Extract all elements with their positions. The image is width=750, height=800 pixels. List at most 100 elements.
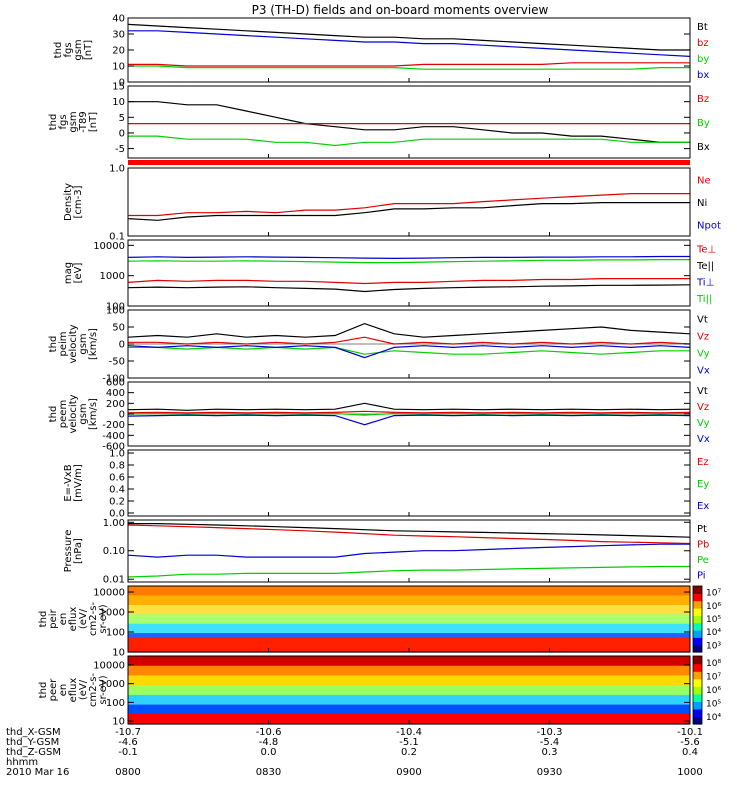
y-axis-label: [cm-3] (73, 185, 84, 218)
legend-entry: Pt (697, 524, 707, 535)
y-tick-label: -600 (102, 442, 125, 453)
y-tick-label: 10000 (93, 660, 125, 671)
series-line-Ne (128, 193, 690, 217)
axis-row-label: thd_Z-GSM (6, 747, 61, 758)
legend-entry: Ex (697, 501, 709, 512)
colorbar-segment (693, 600, 702, 609)
y-axis-label: Density (63, 183, 74, 221)
legend-entry: Ti|| (696, 294, 712, 305)
series-line-Ni (127, 202, 690, 221)
y-axis-label: [nT] (83, 40, 94, 60)
y-tick-label: 100 (106, 306, 125, 317)
axis-row-value: -4.8 (259, 737, 279, 748)
colorbar-segment (693, 671, 702, 680)
y-tick-label: -5 (115, 144, 125, 155)
series-line-Bx (128, 101, 690, 143)
series-line-Vz (127, 410, 691, 414)
legend-entry: Ti⊥ (696, 277, 714, 288)
series-line-By (128, 135, 690, 147)
legend-entry: Vz (697, 402, 709, 413)
series-line-Vz (128, 336, 691, 345)
y-tick-label: 600 (106, 378, 125, 389)
y-axis-label: fgs (63, 42, 74, 57)
time-tick-label: 0830 (256, 767, 281, 778)
y-tick-label: 40 (112, 14, 125, 25)
y-tick-label: 100 (106, 628, 125, 639)
axis-row-value: -5.6 (680, 737, 700, 748)
y-axis-label: thd (53, 42, 64, 59)
legend-entry: Npot (697, 221, 721, 232)
y-tick-label: 1000 (100, 679, 125, 690)
y-axis-label: velocity (68, 324, 79, 363)
series-line-by (128, 65, 690, 70)
y-tick-label: -400 (102, 431, 125, 442)
legend-entry: bx (697, 70, 709, 81)
panel-peer: 10⁴ 10⁵ 10⁶ 10⁷ 10⁸ 10 100 1000 10000 thd peer en ef… (38, 655, 721, 728)
colorbar-label: 10⁴ (706, 713, 721, 723)
axis-row-value: 0.3 (542, 747, 558, 758)
axis-row-label: hhmm (6, 757, 38, 768)
axis-row-label: thd_X-GSM (6, 727, 61, 738)
series-line-Vy (127, 412, 691, 416)
spectrogram-band (128, 665, 690, 676)
y-tick-label: 0.4 (109, 485, 125, 496)
y-tick-label: 0 (119, 78, 125, 89)
y-axis-label: sr-eV) (98, 604, 109, 633)
y-tick-label: 10 (112, 62, 125, 73)
y-tick-label: 5 (119, 113, 125, 124)
legend-entry: Pe (697, 555, 709, 566)
legend-entry: Ni (697, 198, 707, 209)
axis-row-value: -10.3 (537, 727, 563, 738)
y-axis-label: gsm (78, 403, 89, 424)
legend-entry: Vz (697, 332, 709, 343)
y-tick-label: -200 (102, 420, 125, 431)
legend-entry: Vt (697, 386, 708, 397)
axis-row-value: -10.6 (256, 727, 282, 738)
y-tick-label: -100 (102, 374, 125, 385)
colorbar-segment (693, 693, 702, 702)
series-line-Te|| (127, 284, 691, 293)
y-axis-label: thd (48, 114, 59, 131)
y-axis-label: (eV/ (78, 679, 89, 700)
y-tick-label: 100 (106, 698, 125, 709)
y-axis-label: [nPa] (73, 538, 84, 564)
y-axis-label: -T89 (78, 111, 89, 133)
y-axis-label: en (58, 613, 69, 626)
y-axis-label: mag (63, 262, 74, 284)
series-line-Vt (127, 322, 691, 338)
series-line-Vx (127, 414, 691, 426)
y-tick-label: 0.2 (109, 497, 125, 508)
y-axis-label: [mV/m] (73, 464, 84, 502)
colorbar-frame (692, 655, 703, 725)
y-axis-label: [km/s] (88, 328, 99, 360)
time-tick-label: 0900 (396, 767, 421, 778)
colorbar-label: 10⁶ (706, 686, 721, 696)
y-axis-label: eflux (68, 607, 79, 632)
series-line-Pb (127, 524, 691, 545)
y-axis-label: peim (58, 331, 69, 356)
spectrogram-band (128, 685, 690, 696)
y-axis-label: eflux (68, 678, 79, 703)
y-tick-label: 15 (112, 82, 125, 93)
y-tick-label: 200 (106, 399, 125, 410)
colorbar-segment (693, 686, 702, 695)
panel-fgs_t89: -5 0 5 10 15 thd fgs gsm -T89 [nT] Bz By Bx (48, 82, 710, 159)
y-tick-label: 10 (112, 717, 125, 728)
series-line-Ti⊥ (127, 255, 690, 260)
legend-entry: Vx (697, 434, 710, 445)
series-line-Pe (127, 565, 690, 578)
colorbar-segment (693, 615, 702, 624)
y-axis-label: peir (48, 608, 59, 628)
series-line-Vy (128, 346, 690, 355)
axis-row-value: -5.4 (540, 737, 560, 748)
axis-row-value: -10.7 (115, 727, 141, 738)
panel-efield: 0.00.20.40.60.81.0 E=-VxB [mV/m] Ez Ey Ex (63, 449, 709, 520)
spectrogram-band (128, 656, 690, 667)
colorbar-label: 10⁵ (706, 700, 721, 710)
legend-entry: Bx (697, 142, 710, 153)
colorbar-label: 10⁸ (706, 659, 721, 669)
y-tick-label: 1.0 (109, 164, 125, 175)
panel-vel_peim: -100 -50 0 50 100 thd peim velocity gsm [km/s] Vt V… (48, 306, 710, 385)
y-tick-label: 50 (112, 323, 125, 334)
y-tick-label: 0.8 (109, 461, 125, 472)
